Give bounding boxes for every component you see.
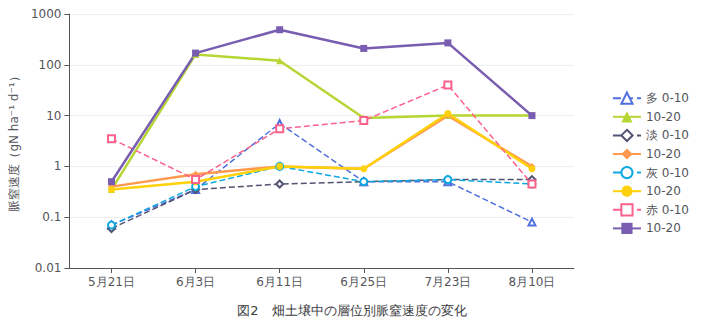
svg-text:赤 0-10: 赤 0-10 [646,203,689,217]
svg-text:6月11日: 6月11日 [256,275,303,289]
svg-text:10-20: 10-20 [646,110,681,124]
svg-text:1: 1 [54,159,62,173]
svg-text:10-20: 10-20 [646,184,681,198]
svg-text:脈窒速度（gN ha⁻¹ d⁻¹）: 脈窒速度（gN ha⁻¹ d⁻¹） [7,70,21,211]
svg-text:0.01: 0.01 [35,261,62,275]
svg-text:淡 0-10: 淡 0-10 [646,128,689,142]
svg-text:10-20: 10-20 [646,147,681,161]
svg-text:7月23日: 7月23日 [424,275,471,289]
svg-text:多 0-10: 多 0-10 [646,91,689,105]
svg-text:10-20: 10-20 [646,221,681,235]
svg-text:6月3日: 6月3日 [176,275,215,289]
svg-text:6月25日: 6月25日 [340,275,387,289]
svg-text:100: 100 [39,58,62,72]
svg-text:1000: 1000 [31,7,62,21]
svg-text:10: 10 [46,109,61,123]
svg-text:8月10日: 8月10日 [509,275,556,289]
svg-text:0.1: 0.1 [42,210,61,224]
svg-text:灰 0-10: 灰 0-10 [646,166,689,180]
svg-text:図2 畑土壌中の層位別脈窒速度の変化: 図2 畑土壌中の層位別脈窒速度の変化 [237,303,466,318]
svg-text:5月21日: 5月21日 [88,275,135,289]
